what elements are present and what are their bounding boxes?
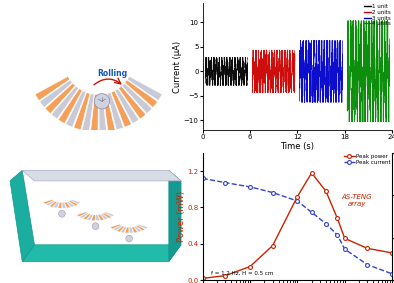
- Wedge shape: [103, 94, 115, 132]
- Peak current: [295, 199, 300, 203]
- Polygon shape: [80, 213, 89, 218]
- Wedge shape: [127, 76, 162, 100]
- Wedge shape: [125, 80, 158, 108]
- Wedge shape: [51, 86, 79, 119]
- Polygon shape: [132, 227, 138, 233]
- Polygon shape: [43, 200, 53, 204]
- Polygon shape: [117, 226, 124, 232]
- Peak power: [270, 244, 275, 247]
- Polygon shape: [104, 212, 114, 216]
- Peak current: [323, 222, 328, 225]
- Polygon shape: [77, 212, 87, 216]
- Polygon shape: [87, 215, 93, 220]
- Peak power: [295, 195, 300, 198]
- Polygon shape: [71, 200, 80, 204]
- Polygon shape: [113, 226, 122, 231]
- Peak current: [223, 181, 228, 184]
- Wedge shape: [111, 91, 132, 127]
- Wedge shape: [119, 86, 146, 119]
- Text: AS-TENG
array: AS-TENG array: [342, 194, 372, 207]
- Peak power: [201, 277, 205, 280]
- Polygon shape: [22, 170, 181, 181]
- Peak current: [342, 247, 347, 251]
- Polygon shape: [50, 201, 57, 207]
- Peak current: [270, 191, 275, 194]
- Wedge shape: [122, 83, 152, 113]
- Peak current: [309, 211, 314, 214]
- Polygon shape: [69, 201, 78, 206]
- Polygon shape: [58, 202, 62, 208]
- Wedge shape: [115, 89, 139, 124]
- Text: Rolling: Rolling: [97, 69, 127, 78]
- Polygon shape: [98, 215, 104, 220]
- Peak current: [248, 185, 253, 188]
- Polygon shape: [129, 227, 133, 233]
- Line: Peak current: Peak current: [201, 176, 394, 276]
- Polygon shape: [102, 213, 112, 218]
- Polygon shape: [100, 214, 108, 219]
- Circle shape: [92, 223, 99, 230]
- Polygon shape: [121, 227, 126, 233]
- Legend: 1 unit, 2 units, 3 units, 4 units: 1 unit, 2 units, 3 units, 4 units: [364, 4, 391, 26]
- Peak power: [390, 251, 394, 255]
- Text: f = 1.2 Hz, H = 0.5 cm: f = 1.2 Hz, H = 0.5 cm: [211, 271, 273, 276]
- Line: Peak power: Peak power: [201, 171, 394, 280]
- Wedge shape: [82, 94, 94, 132]
- Peak current: [365, 263, 370, 266]
- Wedge shape: [45, 83, 75, 113]
- Polygon shape: [91, 215, 95, 220]
- Polygon shape: [46, 201, 55, 206]
- Peak current: [335, 233, 340, 237]
- Polygon shape: [62, 202, 66, 208]
- Polygon shape: [125, 227, 129, 233]
- Peak power: [323, 189, 328, 193]
- Circle shape: [94, 94, 110, 109]
- Circle shape: [126, 235, 132, 242]
- Peak power: [248, 265, 253, 268]
- Peak power: [365, 247, 370, 250]
- Y-axis label: Power (mW): Power (mW): [177, 191, 186, 242]
- Polygon shape: [10, 170, 34, 261]
- Peak power: [342, 237, 347, 240]
- Legend: Peak power, Peak current: Peak power, Peak current: [344, 154, 391, 165]
- Polygon shape: [54, 202, 59, 208]
- Polygon shape: [22, 245, 181, 261]
- Peak power: [223, 274, 228, 277]
- Peak power: [335, 217, 340, 220]
- Y-axis label: Current (μA): Current (μA): [173, 40, 182, 93]
- Wedge shape: [66, 91, 86, 127]
- Wedge shape: [35, 76, 70, 100]
- Wedge shape: [58, 89, 82, 124]
- Wedge shape: [91, 94, 98, 132]
- Peak power: [309, 171, 314, 175]
- Peak current: [390, 272, 394, 276]
- Polygon shape: [134, 226, 141, 232]
- Wedge shape: [107, 93, 123, 130]
- Polygon shape: [111, 224, 121, 229]
- Wedge shape: [40, 80, 72, 108]
- Polygon shape: [65, 202, 70, 208]
- Wedge shape: [74, 93, 90, 130]
- Polygon shape: [136, 226, 145, 231]
- Peak current: [201, 177, 205, 180]
- Polygon shape: [67, 201, 74, 207]
- Polygon shape: [96, 215, 100, 220]
- X-axis label: Time (s): Time (s): [281, 142, 314, 151]
- Polygon shape: [83, 214, 91, 219]
- Polygon shape: [138, 224, 148, 229]
- Wedge shape: [99, 94, 107, 132]
- Circle shape: [59, 210, 65, 217]
- Polygon shape: [169, 170, 181, 261]
